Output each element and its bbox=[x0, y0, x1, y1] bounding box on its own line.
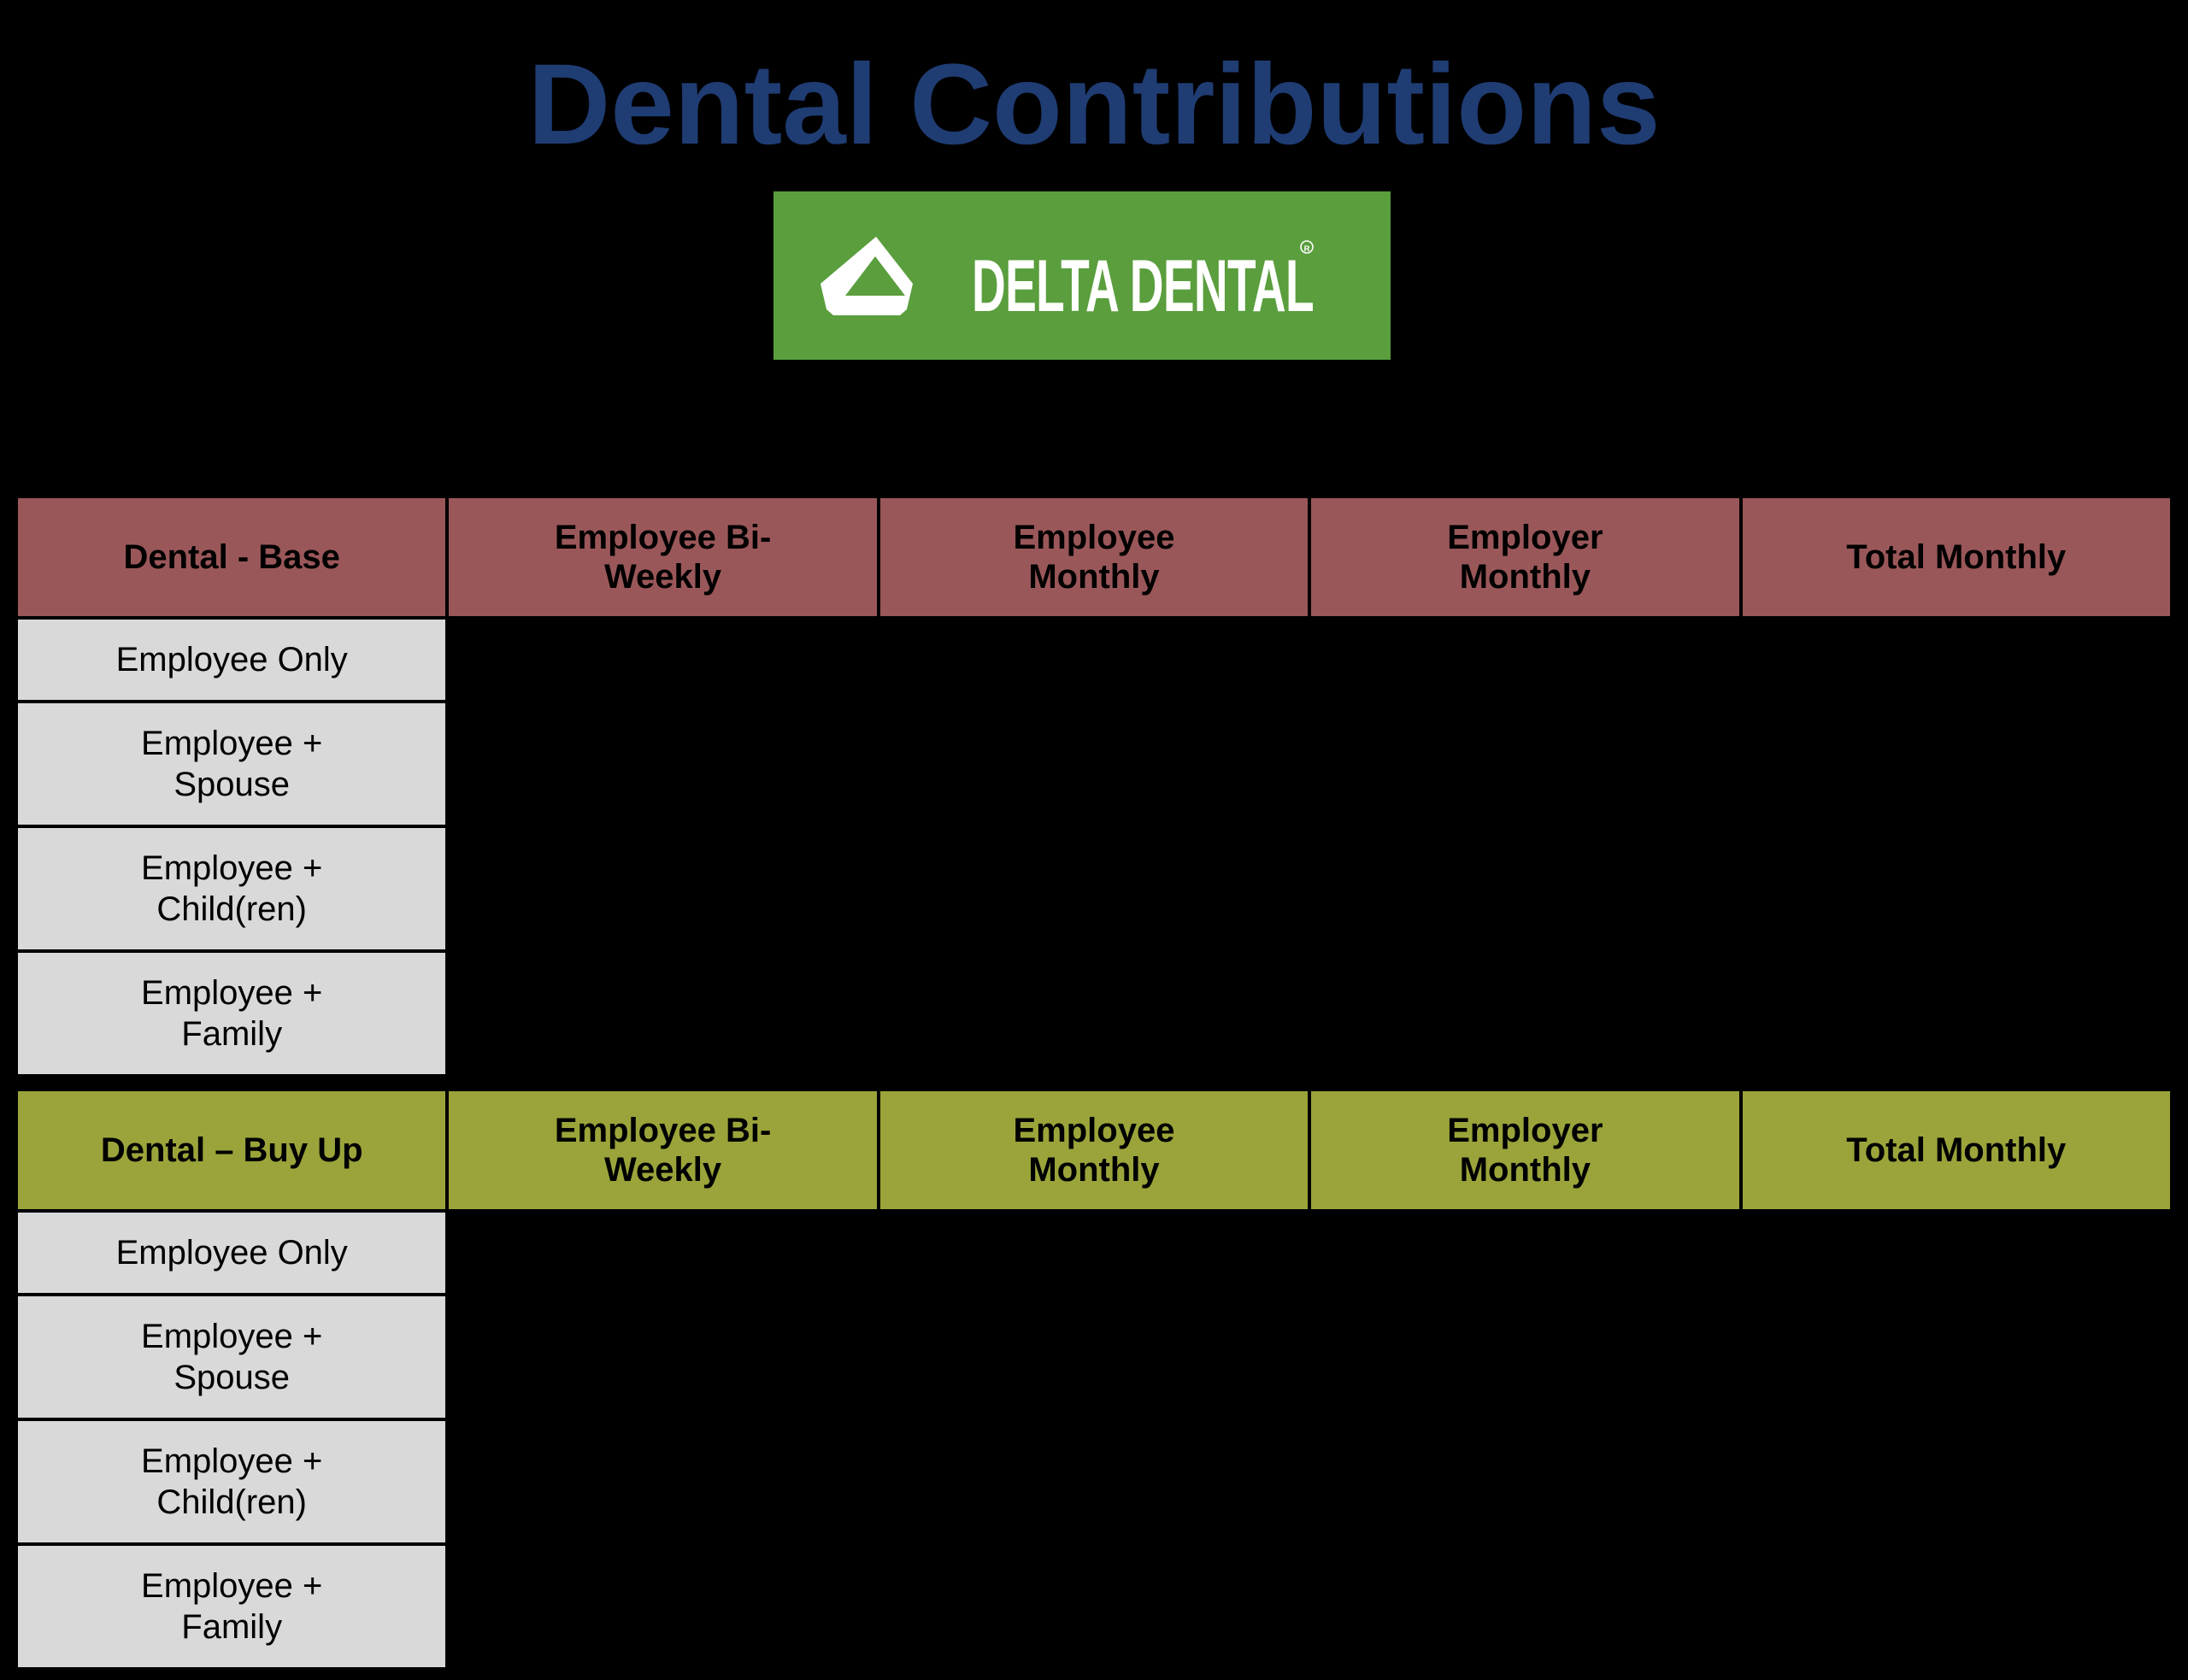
svg-text:R: R bbox=[1304, 244, 1310, 254]
svg-text:DELTA DENTAL: DELTA DENTAL bbox=[972, 245, 1314, 327]
